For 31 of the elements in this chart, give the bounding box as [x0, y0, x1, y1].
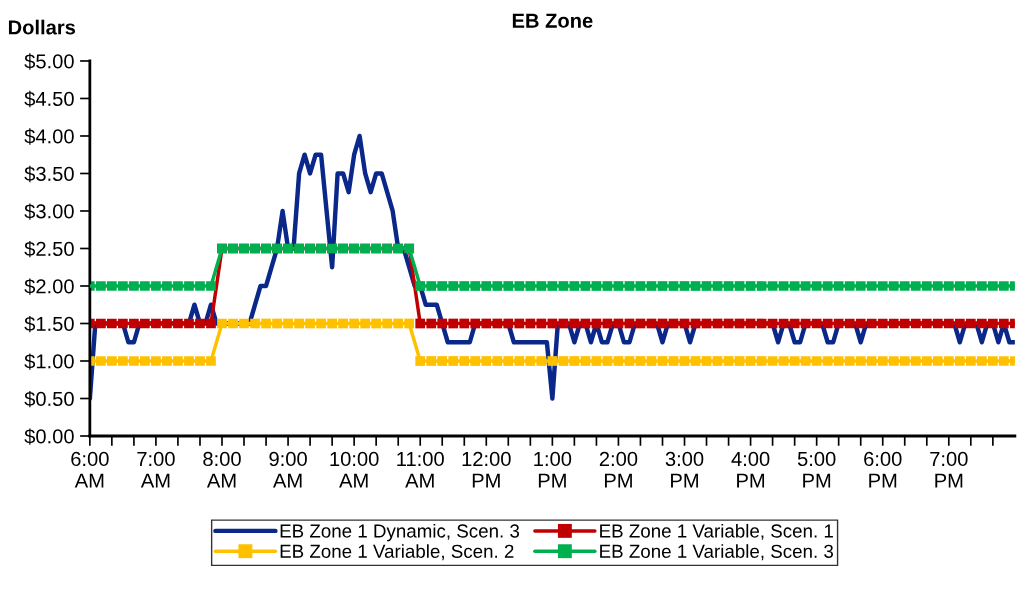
legend-label: EB Zone 1 Dynamic, Scen. 3 [280, 523, 520, 542]
x-tick-label: 7:00 AM [137, 451, 175, 488]
legend-label: EB Zone 1 Variable, Scen. 3 [600, 544, 834, 561]
y-tick-label: $1.00 [24, 353, 74, 370]
x-tick-label: 11:00 AM [397, 451, 444, 488]
y-tick-label: $0.50 [24, 390, 74, 408]
x-tick-label: 2:00 PM [599, 451, 638, 488]
y-tick-label: $3.50 [24, 165, 74, 183]
y-tick-label: $0.00 [24, 428, 74, 445]
x-tick-label: 5:00 PM [797, 451, 836, 488]
y-tick-label: $4.00 [24, 128, 74, 145]
x-tick-label: 4:00 PM [731, 451, 770, 488]
x-tick-label: 7:00 PM [930, 451, 968, 488]
y-tick-label: $3.00 [24, 203, 74, 220]
y-tick-label: $2.00 [24, 278, 74, 295]
legend-label: EB Zone 1 Variable, Scen. 2 [280, 544, 514, 561]
x-tick-label: 8:00 AM [203, 451, 241, 488]
chart-title: EB Zone [512, 13, 593, 28]
x-tick-label: 9:00 AM [269, 451, 307, 488]
y-tick-label: $2.50 [24, 240, 74, 258]
legend-label: EB Zone 1 Variable, Scen. 1 [600, 523, 833, 540]
x-tick-label: 12:00 PM [462, 451, 511, 488]
x-tick-label: 10:00 AM [330, 451, 379, 488]
y-tick-label: $5.00 [24, 53, 74, 70]
y-tick-label: $1.50 [24, 315, 74, 333]
y-axis-title: Dollars [8, 19, 76, 35]
x-tick-label: 6:00 AM [71, 451, 109, 488]
y-tick-label: $4.50 [24, 90, 74, 108]
x-tick-label: 1:00 PM [534, 451, 572, 488]
x-tick-label: 6:00 PM [864, 451, 902, 488]
x-tick-label: 3:00 PM [665, 451, 704, 488]
